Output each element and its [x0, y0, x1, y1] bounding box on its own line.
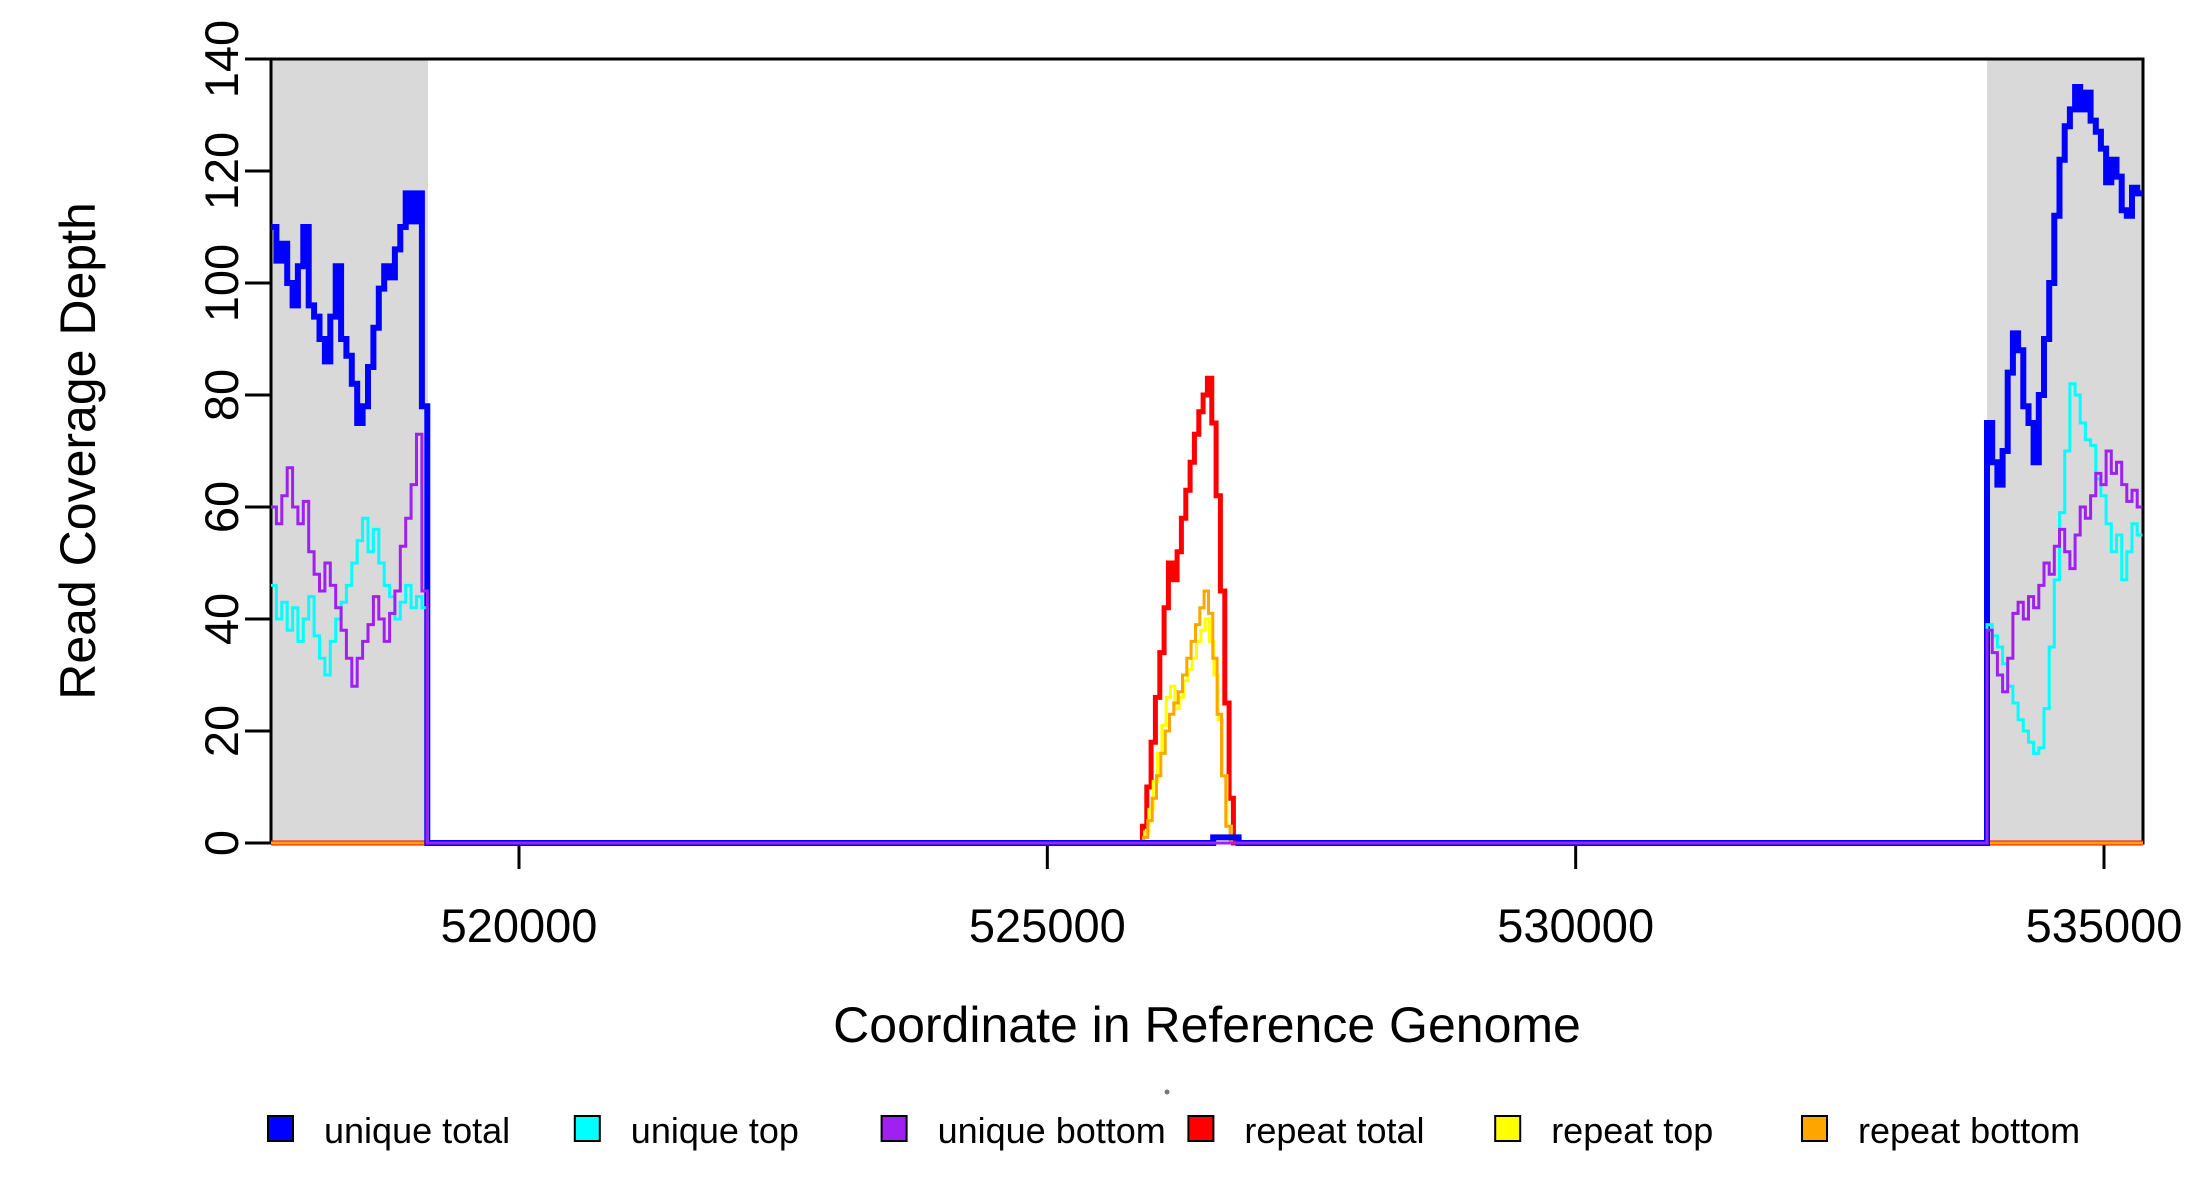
series-repeat-bottom — [271, 589, 2143, 845]
legend-label-repeat-bottom: repeat bottom — [1858, 1110, 2080, 1151]
series-unique-bottom — [271, 432, 2143, 845]
y-tick-label: 0 — [195, 830, 248, 856]
legend-swatch-unique-total — [267, 1115, 294, 1142]
x-tick-label: 535000 — [2026, 899, 2183, 952]
series-unique-total — [271, 84, 2143, 846]
x-tick-label: 530000 — [1497, 899, 1654, 952]
legend-label-unique-top: unique top — [631, 1110, 799, 1151]
y-tick-label: 100 — [195, 244, 248, 322]
x-tick-label: 520000 — [441, 899, 598, 952]
y-tick-label: 140 — [195, 20, 248, 98]
legend-swatch-repeat-top — [1494, 1115, 1522, 1142]
y-axis-title: Read Coverage Depth — [50, 202, 106, 700]
x-tick-label: 525000 — [969, 899, 1126, 952]
y-tick-label: 80 — [195, 369, 248, 421]
series-repeat-top — [271, 617, 2143, 845]
stray-dot — [1164, 1089, 1170, 1095]
legend-label-repeat-top: repeat top — [1551, 1110, 1713, 1151]
legend-label-unique-total: unique total — [324, 1110, 510, 1151]
plot-box — [269, 57, 2145, 845]
legend-swatch-unique-top — [573, 1115, 601, 1142]
legend-swatch-unique-bottom — [880, 1115, 908, 1142]
y-tick-label: 40 — [195, 593, 248, 645]
series-repeat-total — [271, 375, 2143, 846]
y-tick-label: 20 — [195, 705, 248, 757]
series-unique-top — [271, 382, 2143, 845]
legend-label-repeat-total: repeat total — [1244, 1110, 1424, 1151]
legend-swatch-repeat-total — [1187, 1115, 1215, 1142]
legend-label-unique-bottom: unique bottom — [938, 1110, 1166, 1151]
y-tick-label: 120 — [195, 132, 248, 210]
legend-swatch-repeat-bottom — [1801, 1115, 1828, 1142]
left-duplication-block — [271, 59, 429, 843]
x-axis-title: Coordinate in Reference Genome — [833, 997, 1581, 1053]
y-tick-label: 60 — [195, 481, 248, 533]
